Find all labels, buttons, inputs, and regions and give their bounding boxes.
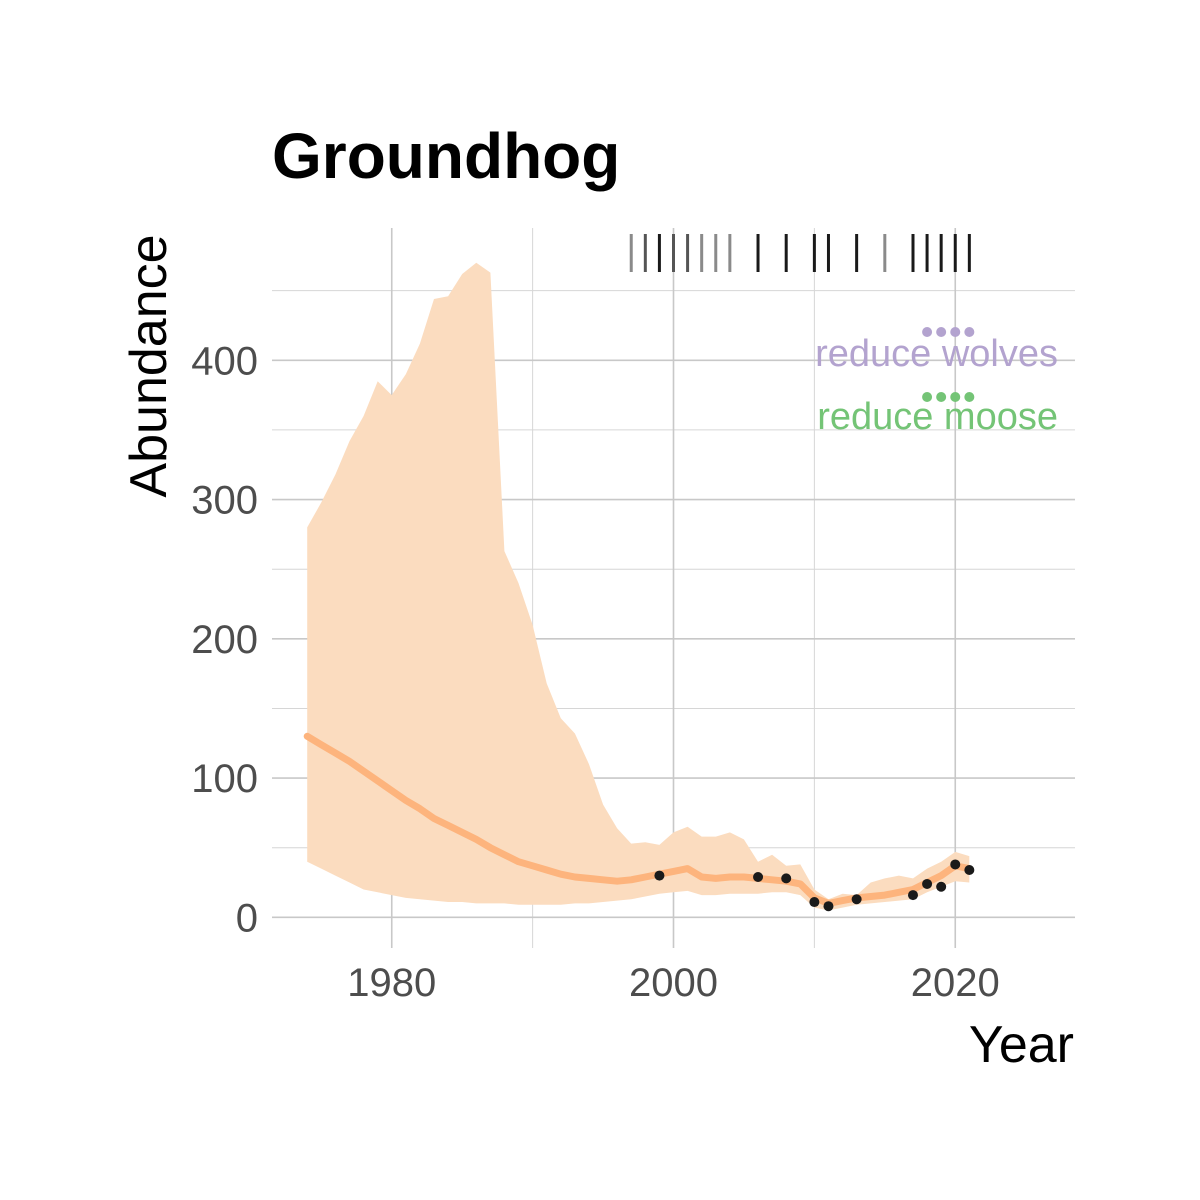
- annotation-dot: [950, 392, 961, 402]
- x-tick-label: 1980: [347, 961, 436, 1005]
- observed-point: [753, 871, 764, 882]
- annotation-dot: [922, 327, 933, 337]
- annotation-dot: [936, 392, 947, 402]
- y-axis-title: Abundance: [120, 234, 178, 497]
- annotations-layer: reduce wolves reduce moose: [815, 327, 1058, 438]
- observed-point: [922, 878, 933, 889]
- y-tick-label: 0: [236, 896, 258, 940]
- observed-point: [936, 881, 947, 892]
- y-tick-label: 100: [191, 757, 258, 801]
- confidence-ribbon-layer: [307, 262, 970, 911]
- observed-point: [654, 870, 665, 881]
- annotation-dot: [964, 327, 975, 337]
- x-tick-label: 2000: [629, 961, 718, 1005]
- annotation-dot: [964, 392, 975, 402]
- observed-point: [781, 873, 792, 884]
- observed-point: [851, 894, 862, 905]
- reduce-moose-label: reduce moose: [817, 396, 1058, 438]
- observed-point: [809, 897, 820, 908]
- annotation-dot: [922, 392, 933, 402]
- reduce-wolves-label: reduce wolves: [815, 333, 1058, 375]
- observed-points-layer: [654, 859, 975, 912]
- observed-point: [950, 859, 961, 870]
- observed-point: [823, 901, 834, 912]
- annotation-dot: [936, 327, 947, 337]
- y-axis-ticks: 0 100 200 300 400: [191, 339, 258, 940]
- x-axis-title: Year: [969, 1016, 1074, 1074]
- y-tick-label: 300: [191, 479, 258, 523]
- event-ticks-layer: [629, 234, 971, 272]
- annotation-dot: [950, 327, 961, 337]
- x-tick-label: 2020: [911, 961, 1000, 1005]
- observed-point: [964, 865, 975, 876]
- y-tick-label: 200: [191, 618, 258, 662]
- confidence-ribbon: [307, 262, 970, 911]
- observed-point: [907, 890, 918, 901]
- chart-title: Groundhog: [272, 120, 620, 192]
- y-tick-label: 400: [191, 339, 258, 383]
- x-axis-ticks: 1980 2000 2020: [347, 961, 999, 1005]
